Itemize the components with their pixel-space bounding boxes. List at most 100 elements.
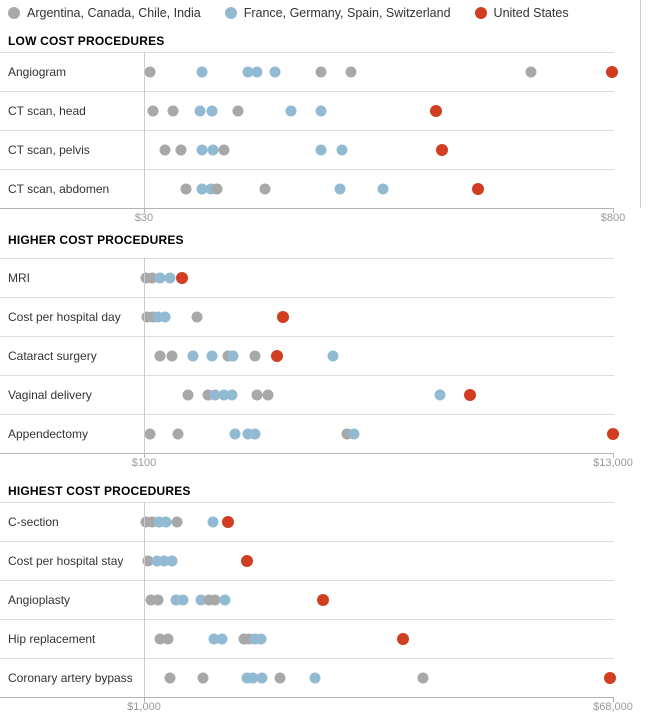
axis-tick bbox=[613, 208, 614, 213]
data-point-dot bbox=[159, 144, 171, 155]
row-separator bbox=[0, 130, 614, 131]
row-separator bbox=[0, 580, 614, 581]
row-separator bbox=[0, 414, 614, 415]
data-point-dot bbox=[209, 594, 221, 605]
data-point-dot bbox=[207, 144, 219, 155]
data-point-dot bbox=[525, 66, 537, 77]
data-point-dot bbox=[146, 272, 158, 283]
data-point-dot bbox=[206, 350, 218, 361]
data-point-dot bbox=[605, 65, 618, 78]
data-point-dot bbox=[607, 427, 619, 440]
row-separator bbox=[0, 336, 614, 337]
data-point-dot bbox=[345, 66, 357, 77]
axis-tick bbox=[144, 208, 145, 213]
data-point-dot bbox=[309, 672, 321, 683]
data-point-dot bbox=[262, 389, 274, 400]
data-point-dot bbox=[218, 389, 230, 400]
axis-tick bbox=[613, 453, 614, 458]
data-point-dot bbox=[142, 555, 154, 566]
section-title: LOW COST PROCEDURES bbox=[8, 34, 165, 48]
row-label: Cataract surgery bbox=[8, 348, 97, 363]
data-point-dot bbox=[436, 143, 449, 156]
row-label: Appendectomy bbox=[8, 426, 89, 441]
axis-tick bbox=[613, 697, 614, 702]
data-point-dot bbox=[336, 144, 348, 155]
data-point-dot bbox=[256, 672, 268, 683]
data-point-dot bbox=[241, 672, 253, 683]
data-point-dot bbox=[196, 144, 208, 155]
data-point-dot bbox=[191, 311, 203, 322]
data-point-dot bbox=[152, 311, 164, 322]
data-point-dot bbox=[397, 632, 409, 645]
row-label: Cost per hospital day bbox=[8, 309, 121, 324]
x-axis-line bbox=[0, 697, 614, 698]
data-point-dot bbox=[175, 144, 187, 155]
axis-max-label: $13,000 bbox=[593, 457, 633, 469]
legend-label: Argentina, Canada, Chile, India bbox=[27, 6, 201, 20]
data-point-dot bbox=[227, 350, 239, 361]
row-separator bbox=[0, 169, 614, 170]
data-point-dot bbox=[208, 633, 220, 644]
data-point-dot bbox=[251, 389, 263, 400]
legend-dot-icon bbox=[224, 7, 237, 19]
data-point-dot bbox=[251, 66, 263, 77]
data-point-dot bbox=[209, 389, 221, 400]
data-point-dot bbox=[249, 350, 261, 361]
data-point-dot bbox=[153, 516, 165, 527]
data-point-dot bbox=[140, 272, 152, 283]
data-point-dot bbox=[285, 105, 297, 116]
data-point-dot bbox=[274, 672, 286, 683]
row-separator bbox=[0, 619, 614, 620]
plot-divider bbox=[144, 502, 145, 697]
data-point-dot bbox=[334, 183, 346, 194]
data-point-dot bbox=[146, 516, 158, 527]
data-point-dot bbox=[197, 672, 209, 683]
data-point-dot bbox=[243, 633, 255, 644]
data-point-dot bbox=[211, 183, 223, 194]
data-point-dot bbox=[348, 428, 360, 439]
axis-max-label: $800 bbox=[600, 212, 626, 224]
axis-min-label: $1,000 bbox=[127, 701, 161, 713]
data-point-dot bbox=[472, 182, 485, 195]
data-point-dot bbox=[277, 310, 290, 323]
axis-max-label: $68,000 bbox=[593, 701, 633, 713]
data-point-dot bbox=[196, 66, 208, 77]
data-point-dot bbox=[242, 428, 254, 439]
data-point-dot bbox=[180, 183, 192, 194]
data-point-dot bbox=[207, 516, 219, 527]
data-point-dot bbox=[167, 105, 179, 116]
data-point-dot bbox=[154, 350, 166, 361]
plot-divider bbox=[144, 258, 145, 453]
data-point-dot bbox=[202, 389, 214, 400]
row-separator bbox=[0, 52, 614, 53]
data-point-dot bbox=[341, 428, 353, 439]
data-point-dot bbox=[218, 144, 230, 155]
data-point-dot bbox=[195, 594, 207, 605]
data-point-dot bbox=[226, 389, 238, 400]
data-point-dot bbox=[175, 271, 188, 284]
data-point-dot bbox=[166, 350, 178, 361]
data-point-dot bbox=[219, 594, 231, 605]
legend-item-gray: Argentina, Canada, Chile, India bbox=[8, 6, 201, 20]
legend-label: United States bbox=[493, 6, 569, 20]
legend-dot-icon bbox=[8, 7, 20, 19]
data-point-dot bbox=[604, 671, 617, 684]
data-point-dot bbox=[417, 672, 429, 683]
data-point-dot bbox=[164, 672, 176, 683]
row-separator bbox=[0, 502, 614, 503]
data-point-dot bbox=[145, 594, 157, 605]
data-point-dot bbox=[249, 633, 261, 644]
plot-divider bbox=[144, 52, 145, 208]
row-label: MRI bbox=[8, 270, 30, 285]
row-label: Hip replacement bbox=[8, 631, 96, 646]
data-point-dot bbox=[327, 350, 339, 361]
row-label: Angioplasty bbox=[8, 592, 71, 607]
data-point-dot bbox=[269, 66, 281, 77]
data-point-dot bbox=[170, 594, 182, 605]
row-separator bbox=[0, 541, 614, 542]
data-point-dot bbox=[159, 311, 171, 322]
row-label: CT scan, head bbox=[8, 103, 86, 118]
row-separator bbox=[0, 297, 614, 298]
legend-dot-icon bbox=[474, 7, 487, 19]
